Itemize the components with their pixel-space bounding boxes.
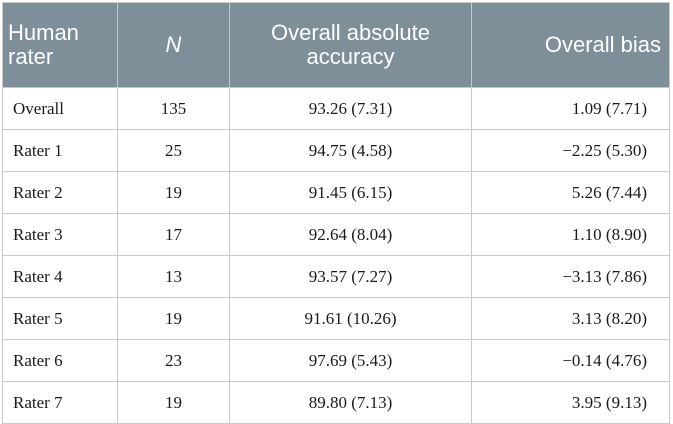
accuracy-cell: 91.61 (10.26) [229, 297, 472, 340]
table-row: Rater 4 13 93.57 (7.27) −3.13 (7.86) [2, 255, 670, 298]
table-row: Rater 6 23 97.69 (5.43) −0.14 (4.76) [2, 339, 670, 382]
table-row: Rater 7 19 89.80 (7.13) 3.95 (9.13) [2, 381, 670, 424]
n-cell: 13 [117, 255, 230, 298]
bias-cell: 1.09 (7.71) [471, 87, 670, 130]
accuracy-cell: 91.45 (6.15) [229, 171, 472, 214]
rater-cell: Rater 4 [2, 255, 118, 298]
rater-cell: Rater 3 [2, 213, 118, 256]
bias-cell: −0.14 (4.76) [471, 339, 670, 382]
table-body: Overall 135 93.26 (7.31) 1.09 (7.71) Rat… [2, 87, 670, 424]
accuracy-cell: 97.69 (5.43) [229, 339, 472, 382]
accuracy-cell: 94.75 (4.58) [229, 129, 472, 172]
bias-cell: −2.25 (5.30) [471, 129, 670, 172]
n-cell: 19 [117, 171, 230, 214]
header-row: Human rater N Overall absolute accuracy … [2, 2, 670, 88]
header-human-rater: Human rater [2, 2, 118, 88]
accuracy-cell: 89.80 (7.13) [229, 381, 472, 424]
header-overall-bias: Overall bias [471, 2, 670, 88]
table-header: Human rater N Overall absolute accuracy … [2, 2, 670, 88]
rater-cell: Rater 2 [2, 171, 118, 214]
rater-cell: Rater 7 [2, 381, 118, 424]
rater-cell: Rater 6 [2, 339, 118, 382]
n-cell: 19 [117, 381, 230, 424]
bias-cell: −3.13 (7.86) [471, 255, 670, 298]
bias-cell: 5.26 (7.44) [471, 171, 670, 214]
table-row: Overall 135 93.26 (7.31) 1.09 (7.71) [2, 87, 670, 130]
header-n: N [117, 2, 230, 88]
bias-cell: 3.13 (8.20) [471, 297, 670, 340]
table-row: Rater 1 25 94.75 (4.58) −2.25 (5.30) [2, 129, 670, 172]
n-cell: 25 [117, 129, 230, 172]
rater-cell: Rater 5 [2, 297, 118, 340]
table-row: Rater 2 19 91.45 (6.15) 5.26 (7.44) [2, 171, 670, 214]
table-row: Rater 3 17 92.64 (8.04) 1.10 (8.90) [2, 213, 670, 256]
accuracy-cell: 93.26 (7.31) [229, 87, 472, 130]
rater-cell: Rater 1 [2, 129, 118, 172]
bias-cell: 3.95 (9.13) [471, 381, 670, 424]
header-overall-absolute-accuracy: Overall absolute accuracy [229, 2, 472, 88]
n-cell: 135 [117, 87, 230, 130]
n-cell: 19 [117, 297, 230, 340]
accuracy-cell: 93.57 (7.27) [229, 255, 472, 298]
table-row: Rater 5 19 91.61 (10.26) 3.13 (8.20) [2, 297, 670, 340]
rater-cell: Overall [2, 87, 118, 130]
n-cell: 23 [117, 339, 230, 382]
accuracy-cell: 92.64 (8.04) [229, 213, 472, 256]
n-cell: 17 [117, 213, 230, 256]
bias-cell: 1.10 (8.90) [471, 213, 670, 256]
